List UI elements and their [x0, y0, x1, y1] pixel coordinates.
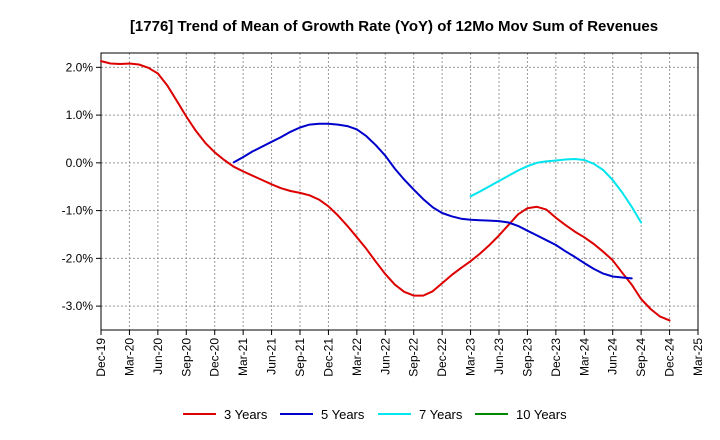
legend-label-10-years: 10 Years [516, 407, 567, 422]
x-tick-label: Mar-21 [236, 338, 250, 376]
series-line-5-years [232, 122, 633, 280]
x-tick-label: Jun-20 [151, 338, 165, 375]
y-axis: 2.0% 1.0% 0.0% -1.0% -2.0% -3.0% [62, 60, 101, 313]
x-tick-label: Mar-22 [350, 338, 364, 376]
x-tick-label: Jun-22 [378, 338, 392, 375]
x-tick-label: Mar-23 [464, 338, 478, 376]
x-tick-label: Jun-24 [606, 338, 620, 375]
x-tick-label: Sep-23 [520, 338, 534, 377]
plot-frame [100, 52, 699, 331]
y-tick-label: -1.0% [62, 204, 94, 218]
y-tick-label: -3.0% [62, 299, 94, 313]
x-tick-label: Sep-20 [179, 338, 193, 377]
x-tick-label: Dec-24 [663, 338, 677, 377]
x-tick-label: Dec-21 [321, 338, 335, 377]
legend-label-7-years: 7 Years [419, 407, 463, 422]
x-tick-label: Mar-24 [577, 338, 591, 376]
x-tick-label: Jun-23 [492, 338, 506, 375]
x-tick-label: Sep-21 [293, 338, 307, 377]
x-tick-label: Mar-25 [691, 338, 705, 376]
legend: 3 Years 5 Years 7 Years 10 Years [183, 407, 567, 422]
y-tick-label: 0.0% [66, 156, 94, 170]
x-tick-label: Dec-19 [94, 338, 108, 377]
chart-title: [1776] Trend of Mean of Growth Rate (YoY… [130, 18, 658, 35]
y-tick-label: -2.0% [62, 251, 94, 265]
y-tick-label: 2.0% [66, 60, 94, 74]
legend-label-3-years: 3 Years [224, 407, 268, 422]
x-tick-label: Mar-20 [122, 338, 136, 376]
x-axis: Dec-19 Mar-20 Jun-20 Sep-20 Dec-20 Mar-21 Jun-… [94, 330, 705, 377]
grid [101, 53, 698, 330]
legend-label-5-years: 5 Years [321, 407, 365, 422]
series-lines [100, 60, 671, 322]
x-tick-label: Dec-20 [208, 338, 222, 377]
series-line-7-years [469, 158, 643, 224]
x-tick-label: Dec-23 [549, 338, 563, 377]
x-tick-label: Dec-22 [435, 338, 449, 377]
series-line-3-years [100, 60, 671, 322]
x-tick-label: Sep-24 [634, 338, 648, 377]
y-tick-label: 1.0% [66, 108, 94, 122]
x-tick-label: Jun-21 [265, 338, 279, 375]
x-tick-label: Sep-22 [407, 338, 421, 377]
